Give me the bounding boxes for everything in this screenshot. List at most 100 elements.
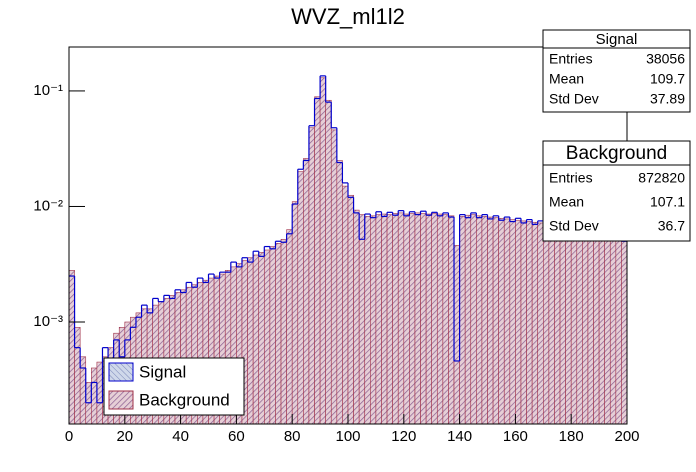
legend-label: Signal bbox=[139, 362, 186, 381]
bar bbox=[409, 213, 416, 425]
bar bbox=[263, 249, 271, 425]
bar bbox=[397, 212, 405, 425]
y-tick-label: 10⁻² bbox=[33, 197, 63, 214]
bar bbox=[286, 229, 293, 425]
bar bbox=[621, 237, 628, 425]
bar bbox=[358, 214, 366, 425]
x-tick-label: 60 bbox=[228, 428, 245, 445]
x-tick-label: 100 bbox=[335, 428, 360, 445]
stats-value: 107.1 bbox=[650, 194, 685, 210]
bar bbox=[96, 361, 103, 425]
stats-title: Background bbox=[566, 143, 667, 164]
x-tick-label: 180 bbox=[559, 428, 584, 445]
bar bbox=[247, 257, 254, 425]
x-tick-label: 140 bbox=[447, 428, 472, 445]
x-tick-label: 0 bbox=[65, 428, 73, 445]
bar bbox=[364, 216, 371, 425]
bar bbox=[587, 230, 594, 425]
bar bbox=[370, 215, 377, 425]
stats-label: Entries bbox=[549, 51, 593, 67]
stats-box bbox=[542, 140, 691, 242]
bar bbox=[297, 171, 304, 425]
bar bbox=[392, 213, 399, 425]
bar bbox=[425, 213, 432, 425]
legend-swatch bbox=[108, 362, 134, 382]
bar bbox=[420, 213, 427, 425]
bar bbox=[403, 213, 410, 425]
bar bbox=[353, 209, 360, 425]
bar bbox=[325, 99, 332, 425]
bar bbox=[280, 238, 287, 425]
stats-label: Mean bbox=[549, 71, 584, 87]
bar bbox=[470, 214, 477, 425]
bar bbox=[448, 215, 455, 425]
y-tick-label: 10⁻³ bbox=[33, 313, 63, 330]
bar bbox=[308, 127, 315, 425]
bar bbox=[609, 235, 617, 425]
bar bbox=[74, 326, 81, 425]
bar bbox=[537, 222, 544, 425]
bar bbox=[509, 219, 516, 425]
bar bbox=[459, 216, 466, 425]
bar bbox=[414, 212, 421, 425]
bar bbox=[498, 217, 505, 425]
overlay: 0 20 40 60 80 100 120 140 160 180 200 10⁻³ 10⁻² 10⁻¹ S… bbox=[33, 29, 691, 445]
bar bbox=[582, 229, 589, 425]
bar bbox=[598, 232, 605, 425]
bar bbox=[336, 160, 343, 425]
stats-box bbox=[542, 29, 691, 113]
bar bbox=[520, 220, 527, 425]
bar bbox=[258, 252, 265, 425]
bar bbox=[526, 221, 533, 425]
bar bbox=[342, 185, 349, 425]
bar bbox=[275, 242, 282, 425]
bar bbox=[68, 270, 75, 425]
bar bbox=[269, 246, 276, 425]
bar bbox=[91, 367, 98, 425]
bar bbox=[347, 194, 354, 425]
x-tick-label: 80 bbox=[284, 428, 301, 445]
bar bbox=[503, 218, 511, 425]
bar bbox=[487, 216, 494, 425]
chart-title: WVZ_ml1l2 bbox=[291, 4, 405, 29]
bar bbox=[593, 231, 600, 425]
x-tick-label: 160 bbox=[503, 428, 528, 445]
bar bbox=[319, 77, 326, 425]
bar bbox=[615, 236, 622, 425]
bar bbox=[431, 213, 438, 425]
legend-label: Background bbox=[139, 390, 230, 409]
bar bbox=[291, 201, 299, 425]
bar bbox=[464, 214, 472, 425]
bar bbox=[604, 233, 611, 425]
stats-label: Std Dev bbox=[549, 91, 599, 107]
bar bbox=[314, 96, 321, 425]
bar bbox=[542, 223, 550, 425]
x-tick-label: 120 bbox=[391, 428, 416, 445]
bar bbox=[515, 219, 522, 425]
bar bbox=[570, 227, 578, 425]
bar bbox=[548, 224, 555, 425]
bar bbox=[330, 129, 338, 425]
stats-title: Signal bbox=[596, 31, 638, 48]
bar bbox=[531, 221, 539, 425]
bar bbox=[559, 225, 566, 425]
bar bbox=[303, 158, 310, 425]
bar bbox=[79, 356, 87, 425]
stats-label: Std Dev bbox=[549, 218, 599, 234]
stats-value: 109.7 bbox=[650, 71, 685, 87]
x-tick-label: 40 bbox=[172, 428, 189, 445]
stats-value: 36.7 bbox=[658, 218, 685, 234]
bar bbox=[442, 214, 449, 425]
bar bbox=[436, 213, 444, 425]
bar bbox=[386, 214, 393, 425]
bar bbox=[565, 226, 572, 425]
x-tick-label: 200 bbox=[614, 428, 639, 445]
bar bbox=[492, 217, 499, 425]
stats-value: 872820 bbox=[638, 170, 685, 186]
bar bbox=[252, 254, 260, 425]
bar bbox=[381, 213, 388, 425]
bar bbox=[375, 214, 382, 425]
x-tick-label: 20 bbox=[116, 428, 133, 445]
bar bbox=[554, 224, 561, 425]
